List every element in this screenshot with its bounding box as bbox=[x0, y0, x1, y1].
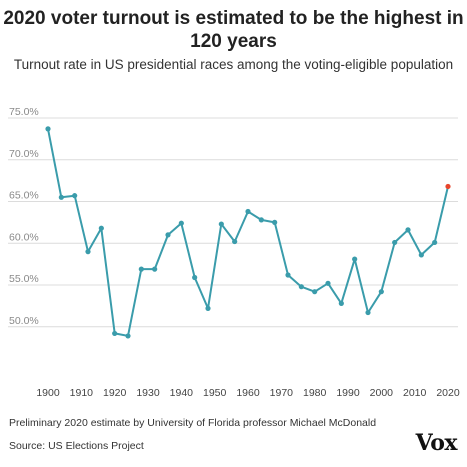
y-tick-label: 60.0% bbox=[9, 231, 39, 243]
y-tick-label: 70.0% bbox=[9, 148, 39, 160]
data-point bbox=[285, 272, 291, 278]
vox-logo: Vox bbox=[415, 430, 458, 456]
line-chart: 75.0% 70.0% 65.0% 60.0% 55.0% 50.0% 1900 1910 1… bbox=[8, 106, 460, 399]
data-point bbox=[45, 126, 51, 132]
data-point bbox=[338, 300, 344, 306]
footnote: Preliminary 2020 estimate by University … bbox=[9, 417, 377, 429]
data-point bbox=[98, 225, 104, 231]
x-tick-label: 1960 bbox=[236, 387, 260, 399]
data-point bbox=[125, 333, 131, 339]
data-point bbox=[58, 194, 64, 200]
x-tick-label: 1920 bbox=[103, 387, 127, 399]
highlight-point bbox=[445, 183, 451, 190]
data-point bbox=[418, 252, 424, 258]
data-point bbox=[192, 274, 198, 281]
data-point bbox=[325, 280, 331, 286]
y-tick-label: 55.0% bbox=[9, 273, 39, 285]
data-point bbox=[392, 239, 398, 246]
data-point bbox=[178, 220, 184, 226]
data-point bbox=[138, 266, 144, 272]
data-point bbox=[272, 219, 278, 225]
x-tick-label: 1940 bbox=[170, 387, 194, 399]
data-point bbox=[232, 238, 238, 245]
y-tick-label: 50.0% bbox=[9, 315, 39, 327]
x-tick-label: 2000 bbox=[370, 387, 394, 399]
data-point bbox=[72, 193, 78, 199]
data-point bbox=[218, 221, 224, 227]
data-point bbox=[165, 232, 171, 238]
data-point bbox=[312, 289, 318, 295]
y-tick-label: 75.0% bbox=[9, 106, 39, 118]
data-point bbox=[85, 249, 91, 255]
x-tick-label: 1970 bbox=[270, 387, 294, 399]
data-point bbox=[245, 208, 251, 215]
data-point bbox=[112, 330, 118, 337]
data-point bbox=[298, 284, 304, 290]
data-point bbox=[378, 289, 384, 295]
chart-subtitle: Turnout rate in US presidential races am… bbox=[13, 57, 454, 72]
data-point bbox=[352, 256, 358, 262]
x-tick-label: 1980 bbox=[303, 387, 327, 399]
chart-title: 2020 voter turnout is estimated to be th… bbox=[3, 8, 464, 52]
source-note: Source: US Elections Project bbox=[9, 440, 144, 452]
x-tick-label: 1910 bbox=[70, 387, 94, 399]
x-tick-label: 1900 bbox=[36, 387, 60, 399]
y-tick-label: 65.0% bbox=[9, 190, 39, 202]
data-point bbox=[432, 239, 438, 246]
data-point bbox=[258, 217, 264, 223]
x-tick-label: 2020 bbox=[436, 387, 460, 399]
x-tick-label: 1990 bbox=[336, 387, 360, 399]
x-tick-label: 2010 bbox=[403, 387, 427, 399]
x-tick-label: 1930 bbox=[136, 387, 160, 399]
data-point bbox=[405, 227, 411, 233]
x-tick-label: 1950 bbox=[203, 387, 227, 399]
data-point bbox=[152, 266, 158, 272]
data-point bbox=[365, 309, 371, 316]
data-point bbox=[205, 305, 211, 311]
